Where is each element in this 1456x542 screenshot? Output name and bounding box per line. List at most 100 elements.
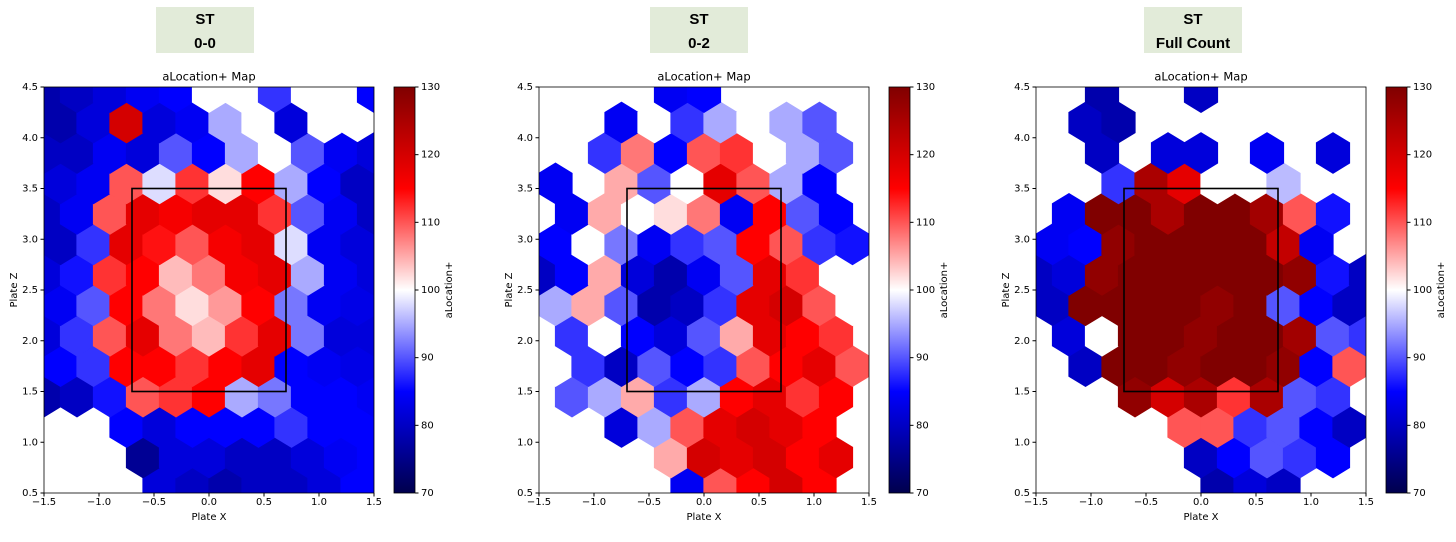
hex-cell	[554, 193, 590, 235]
hex-layer	[44, 87, 374, 493]
hex-cell	[158, 87, 194, 113]
hex-cell	[1233, 406, 1268, 448]
x-tick-label: 1.0	[1303, 497, 1319, 508]
y-tick-label: 3.0	[517, 234, 533, 245]
hex-cell	[175, 162, 210, 205]
hex-cell	[59, 132, 95, 174]
hex-cell	[653, 314, 689, 357]
colorbar-tick-label: 110	[916, 217, 935, 228]
hex-cell	[208, 223, 243, 266]
hex-cell	[208, 345, 243, 387]
panel-label-box	[1144, 7, 1242, 53]
hex-cell	[1266, 162, 1301, 205]
hex-cell	[1183, 253, 1219, 296]
hex-cell	[653, 193, 689, 235]
hex-cell	[125, 253, 161, 296]
x-axis-label: Plate X	[686, 512, 721, 523]
colorbar-tick-label: 100	[916, 285, 935, 296]
hex-cell	[356, 436, 374, 479]
hex-cell	[802, 223, 837, 266]
hex-cell	[1299, 223, 1334, 266]
hex-cell	[1216, 436, 1252, 479]
hex-cell	[670, 223, 705, 266]
hex-cell	[257, 132, 293, 174]
hex-cell	[44, 132, 62, 174]
hex-cell	[44, 87, 62, 113]
hex-cell	[44, 314, 62, 357]
hex-cell	[802, 162, 837, 205]
panel-label-box	[156, 7, 254, 53]
hex-cell	[109, 406, 144, 448]
hex-cell	[76, 101, 111, 144]
hex-cell	[241, 162, 276, 205]
colorbar-tick-label: 100	[1413, 285, 1432, 296]
hex-cell	[307, 345, 342, 387]
hex-cell	[191, 436, 227, 479]
hex-cell	[587, 314, 623, 357]
hex-cell	[1051, 314, 1087, 357]
hex-cell	[1167, 345, 1202, 387]
hex-cell	[1183, 87, 1219, 113]
hex-cell	[175, 345, 210, 387]
colorbar-tick-label: 90	[1413, 353, 1426, 364]
y-tick-label: 1.0	[1014, 437, 1030, 448]
hex-cell	[1150, 314, 1186, 357]
x-tick-label: 1.5	[1358, 497, 1374, 508]
hex-cell	[1068, 223, 1103, 266]
colorbar-tick-label: 120	[916, 150, 935, 161]
hex-cell	[736, 162, 771, 205]
hex-cell	[44, 375, 62, 418]
hex-layer	[539, 87, 869, 493]
y-tick-label: 2.5	[517, 285, 533, 296]
hex-cell	[1266, 223, 1301, 266]
hex-cell	[323, 132, 359, 174]
hex-cell	[307, 284, 342, 327]
hex-cell	[686, 314, 722, 357]
hex-cell	[1101, 345, 1136, 387]
hex-cell	[44, 284, 78, 327]
hex-cell	[1216, 314, 1252, 357]
x-tick-label: 1.5	[366, 497, 382, 508]
colorbar-tick-label: 130	[421, 82, 440, 93]
hex-cell	[653, 375, 689, 418]
hex-cell	[1315, 436, 1351, 479]
hex-cell	[142, 101, 177, 144]
x-tick-label: 0.0	[1193, 497, 1209, 508]
hex-cell	[1051, 253, 1087, 296]
hex-cell	[653, 87, 689, 113]
panel-label: ST	[1183, 11, 1202, 28]
hex-cell	[653, 436, 689, 479]
hex-cell	[719, 314, 755, 357]
hex-cell	[175, 101, 210, 144]
hex-cell	[1167, 406, 1202, 448]
y-axis-label: Plate Z	[504, 272, 515, 307]
hex-cell	[307, 223, 342, 266]
hex-cell	[44, 193, 62, 235]
x-tick-label: −1.5	[527, 497, 551, 508]
hex-cell	[604, 101, 639, 144]
hex-cell	[175, 284, 210, 327]
hex-cell	[1101, 284, 1136, 327]
strike-zone	[626, 187, 782, 393]
hex-cell	[323, 253, 359, 296]
hex-cell	[44, 101, 78, 144]
y-tick-label: 1.5	[22, 387, 38, 398]
hex-cell	[752, 375, 788, 418]
hex-cell	[92, 193, 128, 235]
hex-cell	[76, 345, 111, 387]
strike-zone	[131, 187, 287, 393]
hex-cell	[158, 436, 194, 479]
hex-cell	[191, 132, 227, 174]
hex-cell	[59, 375, 95, 418]
hex-cell	[356, 314, 374, 357]
x-tick-label: 0.0	[696, 497, 712, 508]
hex-cell	[76, 162, 111, 205]
hex-cell	[637, 345, 672, 387]
hex-cell	[686, 193, 722, 235]
x-tick-label: −0.5	[1134, 497, 1158, 508]
hex-cell	[620, 132, 656, 174]
hex-cell	[1299, 406, 1334, 448]
hex-cell	[241, 101, 276, 144]
hex-cell	[670, 162, 705, 205]
hex-cell	[1282, 375, 1318, 418]
